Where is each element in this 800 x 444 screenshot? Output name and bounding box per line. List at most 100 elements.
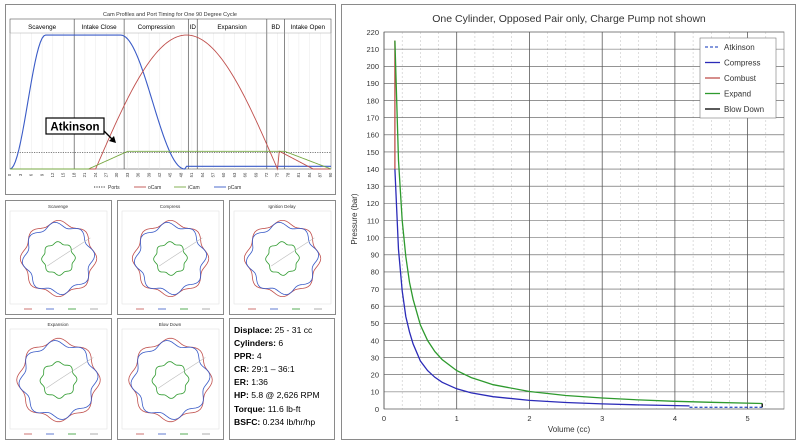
pv-legend-label: Expand <box>724 90 751 99</box>
cam-x-tick-label: 69 <box>253 172 258 177</box>
pv-chart-panel: One Cylinder, Opposed Pair only, Charge … <box>341 4 796 440</box>
spec-displace: Displace: 25 - 31 cc <box>234 324 330 337</box>
polar-pcam-trace <box>18 340 99 420</box>
phase-label: BD <box>271 24 280 31</box>
cam-x-tick-label: 48 <box>178 172 183 177</box>
spec-value: 25 - 31 cc <box>272 325 313 335</box>
spec-value: 4 <box>254 351 262 362</box>
cam-profile-panel: Cam Profiles and Port Timing for One 90 … <box>5 4 336 195</box>
pv-x-tick-label: 3 <box>600 414 604 423</box>
pv-x-tick-label: 0 <box>382 414 386 423</box>
cam-legend-label: pCam <box>228 185 241 191</box>
pv-y-tick-label: 10 <box>371 388 379 397</box>
polar-rod-line <box>46 379 59 389</box>
pv-series-expand <box>394 40 763 405</box>
spec-label: BSFC: <box>234 416 261 427</box>
polar-title: Expansion <box>47 322 69 327</box>
cam-x-tick-label: 30 <box>114 172 119 177</box>
spec-hp: HP: 5.8 @ 2,626 RPM <box>234 389 330 402</box>
polar-plot-expansion: Expansion <box>5 318 112 440</box>
polar-icam-trace <box>151 361 190 399</box>
cam-x-tick-label: 18 <box>71 172 76 177</box>
polar-frame <box>121 328 220 430</box>
pv-y-tick-label: 90 <box>371 251 379 260</box>
polar-frame <box>9 328 108 430</box>
polar-rod-line <box>58 237 91 259</box>
pv-legend: Atkinson Compress Combust Expand Blow Down <box>699 37 777 119</box>
engine-specs: Displace: 25 - 31 cc Cylinders: 6 PPR: 4… <box>229 318 335 440</box>
cam-x-tick-label: 39 <box>146 172 151 177</box>
polar-rod-line <box>170 237 203 259</box>
pv-y-tick-label: 190 <box>366 79 379 88</box>
pv-x-axis-label: Volume (cc) <box>548 425 591 434</box>
pv-y-tick-label: 50 <box>371 319 379 328</box>
spec-label: Torque: <box>234 403 266 414</box>
cam-x-tick-label: 15 <box>61 172 66 177</box>
pv-y-tick-label: 70 <box>371 285 379 294</box>
spec-value: 0.234 lb/hr/hp <box>260 416 316 427</box>
cam-x-tick-label: 21 <box>82 172 87 177</box>
pv-y-axis-label: Pressure (bar) <box>350 193 359 244</box>
pv-y-tick-label: 200 <box>366 62 379 71</box>
polar-rod-line <box>159 258 171 267</box>
polar-rod-line <box>58 357 94 381</box>
spec-value: 5.8 @ 2,626 RPM <box>248 390 320 401</box>
cam-x-tick-label: 12 <box>50 172 55 177</box>
spec-cr: CR: 29:1 – 36:1 <box>234 363 330 376</box>
polar-plot-compress: Compress <box>117 200 224 315</box>
pv-y-tick-label: 170 <box>366 113 379 122</box>
cam-x-tick-label: 81 <box>296 172 301 177</box>
pv-series-compress <box>394 169 690 407</box>
phase-label: Scavenge <box>28 24 57 31</box>
cam-x-tick-label: 42 <box>157 172 162 177</box>
atkinson-callout: Atkinson <box>45 117 116 143</box>
polar-rod-line <box>158 379 171 389</box>
polar-icam-trace <box>153 241 188 276</box>
polar-rod-line <box>170 357 206 381</box>
cam-legend: Ports oCam iCam pCam <box>94 185 241 191</box>
cam-x-tick-label: 0 <box>7 173 12 176</box>
spec-label: Cylinders: <box>234 338 277 349</box>
cam-profile-chart: Cam Profiles and Port Timing for One 90 … <box>7 12 333 191</box>
spec-bsfc: BSFC: 0.234 lb/hr/hp <box>234 416 330 429</box>
cam-x-tick-label: 3 <box>18 173 23 176</box>
cam-legend-label: iCam <box>188 185 200 191</box>
pv-legend-label: Atkinson <box>724 43 755 52</box>
pv-y-tick-label: 40 <box>371 336 379 345</box>
polar-title: Ignition Delay <box>268 204 296 209</box>
pv-legend-label: Blow Down <box>724 105 764 114</box>
spec-value: 11.6 lb-ft <box>265 403 301 414</box>
pv-y-tick-label: 160 <box>366 131 379 140</box>
polar-icam-trace <box>39 361 78 399</box>
cam-x-tick-label: 51 <box>189 172 194 177</box>
pv-y-tick-label: 0 <box>375 405 379 414</box>
icam-curve <box>10 150 332 170</box>
polar-title: Scavenge <box>48 204 69 209</box>
cam-x-tick-label: 27 <box>104 172 109 177</box>
polar-pcam-trace <box>21 221 96 296</box>
cam-x-tick-label: 84 <box>307 172 312 177</box>
cam-x-tick-label: 60 <box>221 172 226 177</box>
polar-rod-line <box>282 237 315 259</box>
pv-x-tick-label: 1 <box>455 414 459 423</box>
polar-plot-ignition-delay: Ignition Delay <box>229 200 336 315</box>
cam-x-tick-label: 90 <box>328 172 333 177</box>
cam-x-tick-label: 36 <box>136 172 141 177</box>
pv-y-tick-label: 120 <box>366 199 379 208</box>
pv-y-tick-label: 180 <box>366 96 379 105</box>
spec-value: 29:1 – 36:1 <box>249 364 295 375</box>
pv-y-tick-label: 130 <box>366 182 379 191</box>
polar-icam-trace <box>41 241 76 276</box>
spec-label: CR: <box>234 364 250 375</box>
polar-pcam-trace <box>245 221 320 296</box>
phase-label: Expansion <box>217 24 247 31</box>
pv-y-tick-label: 80 <box>371 268 379 277</box>
pv-y-tick-label: 220 <box>366 28 379 37</box>
cam-x-tick-label: 9 <box>39 173 44 176</box>
cam-x-tick-label: 57 <box>211 172 216 177</box>
cam-x-tick-label: 87 <box>318 172 323 177</box>
pv-y-tick-label: 210 <box>366 45 379 54</box>
polar-rod-line <box>47 258 59 267</box>
spec-label: HP: <box>234 390 249 401</box>
pv-y-tick-label: 60 <box>371 302 379 311</box>
